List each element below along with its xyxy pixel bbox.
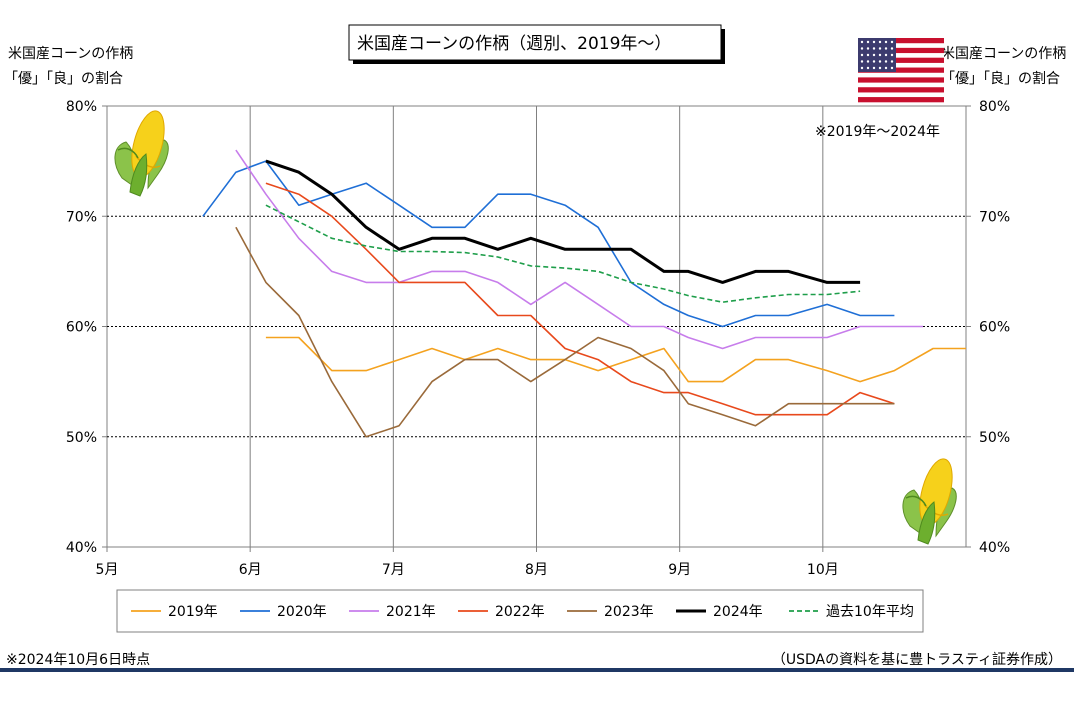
series-lines [202, 149, 966, 438]
legend-label-s2024: 2024年 [713, 604, 763, 620]
footnote-source: （USDAの資料を基に豊トラスティ証券作成） [772, 651, 1062, 668]
series-line-s2019 [265, 336, 966, 383]
x-tick-label: 6月 [239, 562, 262, 578]
y-tick-label-left: 80% [66, 99, 97, 115]
y-axis-left: 40% 50% 60% 70% 80% [66, 99, 107, 556]
series-line-s2022 [265, 182, 895, 416]
y-axis-right: 40% 50% 60% 70% 80% [966, 99, 1010, 556]
y-tick-label-right: 80% [979, 99, 1010, 115]
right-axis-caption-line2: 「優」「良」の割合 [941, 70, 1060, 87]
footnote-date: ※2024年10月6日時点 [6, 652, 150, 668]
legend-label-avg10: 過去10年平均 [826, 604, 914, 620]
series-line-s2023 [235, 226, 895, 438]
series-line-avg10 [265, 204, 861, 304]
legend-label-s2023: 2023年 [604, 604, 654, 620]
y-tick-label-right: 50% [979, 430, 1010, 446]
x-tick-label: 9月 [668, 562, 691, 578]
y-tick-label-right: 60% [979, 320, 1010, 336]
y-tick-label-left: 50% [66, 430, 97, 446]
x-tick-label: 5月 [96, 562, 119, 578]
chart-title-box: 米国産コーンの作柄（週別、2019年～） [348, 24, 725, 64]
series-line-s2020 [202, 160, 895, 328]
legend-label-s2021: 2021年 [386, 604, 436, 620]
x-axis: 5月 6月 7月 8月 9月 10月 [96, 547, 839, 578]
chart-title: 米国産コーンの作柄（週別、2019年～） [357, 34, 671, 54]
x-tick-label: 7月 [382, 562, 405, 578]
y-tick-label-right: 70% [979, 209, 1010, 225]
legend-label-s2019: 2019年 [168, 604, 218, 620]
corn-icon [114, 110, 169, 197]
legend: 2019年 2020年 2021年 2022年 2023年 2024年 過去10年平均 [131, 604, 914, 620]
footer-rule [0, 668, 1074, 672]
series-line-s2021 [235, 149, 923, 350]
x-tick-label: 8月 [525, 562, 548, 578]
right-axis-caption-line1: 米国産コーンの作柄 [941, 46, 1066, 62]
legend-label-s2022: 2022年 [495, 604, 545, 620]
corn-icon [902, 458, 957, 545]
gridlines [107, 106, 966, 547]
legend-label-s2020: 2020年 [277, 604, 327, 620]
y-tick-label-left: 70% [66, 209, 97, 225]
x-tick-label: 10月 [807, 562, 839, 578]
series-line-s2024 [265, 159, 861, 284]
period-note: ※2019年～2024年 [815, 124, 940, 140]
us-flag-icon [858, 38, 944, 103]
y-tick-label-left: 60% [66, 320, 97, 336]
left-axis-caption-line2: 「優」「良」の割合 [4, 70, 123, 87]
y-tick-label-right: 40% [979, 540, 1010, 556]
y-tick-label-left: 40% [66, 540, 97, 556]
left-axis-caption-line1: 米国産コーンの作柄 [8, 46, 133, 62]
